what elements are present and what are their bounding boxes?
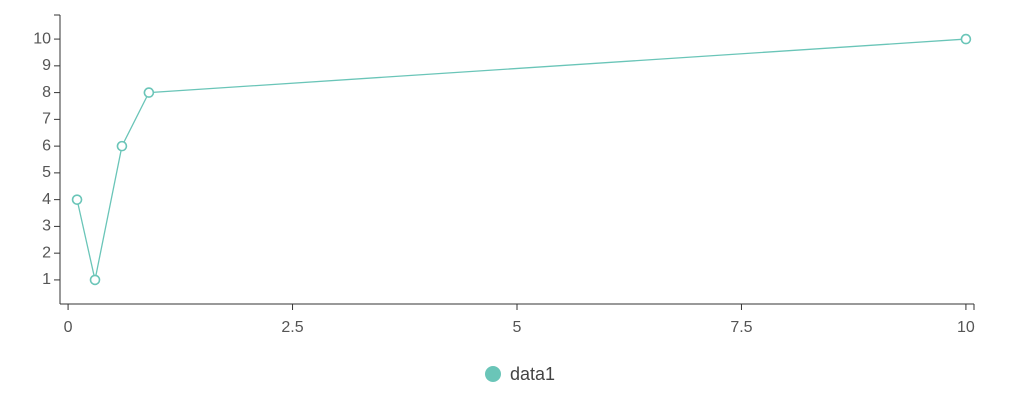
data-point [116, 140, 128, 152]
y-tick-label: 7 [42, 111, 51, 128]
y-tick-label: 9 [42, 57, 51, 74]
legend-swatch [485, 366, 501, 382]
y-tick-label: 1 [42, 271, 51, 288]
x-tick-label: 10 [957, 319, 975, 336]
y-tick-label: 10 [33, 30, 51, 47]
y-tick-label: 5 [42, 164, 51, 181]
data-point [89, 274, 101, 286]
y-tick-label: 6 [42, 137, 51, 154]
data-point [71, 194, 83, 205]
data-point [960, 33, 972, 45]
y-tick-label: 2 [42, 244, 51, 261]
x-tick-label: 2.5 [281, 319, 303, 336]
y-tick-label: 8 [42, 84, 51, 101]
y-tick-label: 3 [42, 218, 51, 235]
x-tick-label: 0 [64, 319, 73, 336]
y-tick-label: 4 [42, 191, 51, 208]
legend-label: data1 [510, 364, 555, 384]
series-line [76, 38, 966, 281]
x-tick-label: 7.5 [730, 319, 752, 336]
data-point [143, 87, 155, 98]
x-tick-label: 5 [513, 319, 522, 336]
